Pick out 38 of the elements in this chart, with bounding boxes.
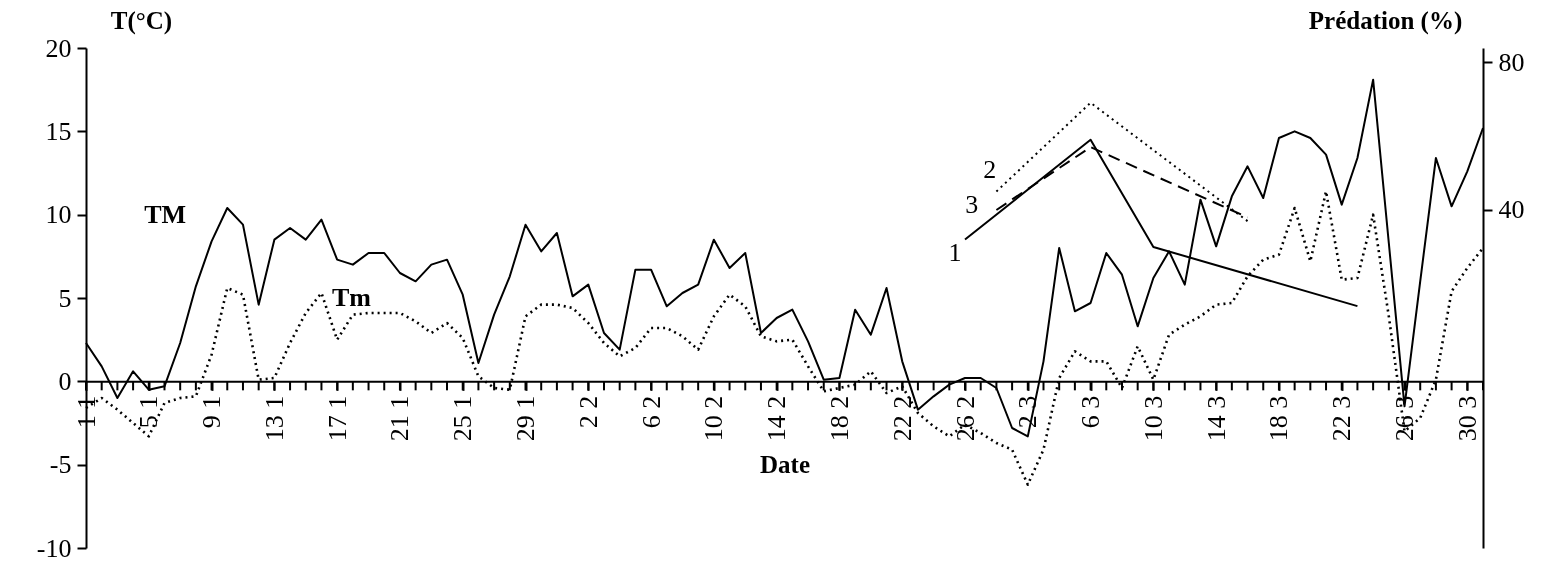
series-label: 2 <box>983 155 997 184</box>
y-tick-label: -10 <box>36 533 72 563</box>
x-tick-label: 13 1 <box>259 395 289 442</box>
x-tick-label: 18 2 <box>824 395 854 442</box>
y2-axis-title: Prédation (%) <box>1308 6 1463 35</box>
x-tick-label: 14 2 <box>762 395 792 442</box>
x-tick-label: 17 1 <box>322 395 352 442</box>
y-tick-label: 20 <box>45 33 72 63</box>
x-tick-label: 1 1 <box>71 395 101 429</box>
y2-tick-label: 40 <box>1498 195 1525 225</box>
x-tick-label: 26 2 <box>950 395 980 442</box>
x-tick-label: 21 1 <box>385 395 415 442</box>
series-label: 1 <box>948 238 962 267</box>
y-axis-title: T(°C) <box>110 6 173 35</box>
x-tick-label: 22 2 <box>887 395 917 442</box>
series-label: TM <box>144 200 187 229</box>
series-label: 3 <box>965 190 979 219</box>
y-tick-label: 10 <box>45 200 72 230</box>
x-tick-label: 2 2 <box>573 395 603 429</box>
x-tick-label: 6 2 <box>636 395 666 429</box>
x-tick-label: 10 2 <box>699 395 729 442</box>
y-tick-label: -5 <box>49 450 72 480</box>
x-tick-label: 18 3 <box>1264 395 1294 442</box>
y-tick-label: 15 <box>45 116 72 146</box>
x-tick-label: 22 3 <box>1327 395 1357 442</box>
x-tick-label: 25 1 <box>448 395 478 442</box>
y-tick-label: 5 <box>58 283 72 313</box>
series-label: Tm <box>331 283 372 312</box>
x-tick-label: 30 3 <box>1452 395 1482 442</box>
y2-tick-label: 80 <box>1498 47 1525 77</box>
x-tick-label: 10 3 <box>1138 395 1168 442</box>
x-tick-label: 14 3 <box>1201 395 1231 442</box>
x-tick-label: 5 1 <box>134 395 164 429</box>
x-axis-title: Date <box>760 451 810 479</box>
x-tick-label: 29 1 <box>511 395 541 442</box>
x-tick-label: 6 3 <box>1076 395 1106 429</box>
y-tick-label: 0 <box>58 366 72 396</box>
x-tick-label: 9 1 <box>197 395 227 429</box>
